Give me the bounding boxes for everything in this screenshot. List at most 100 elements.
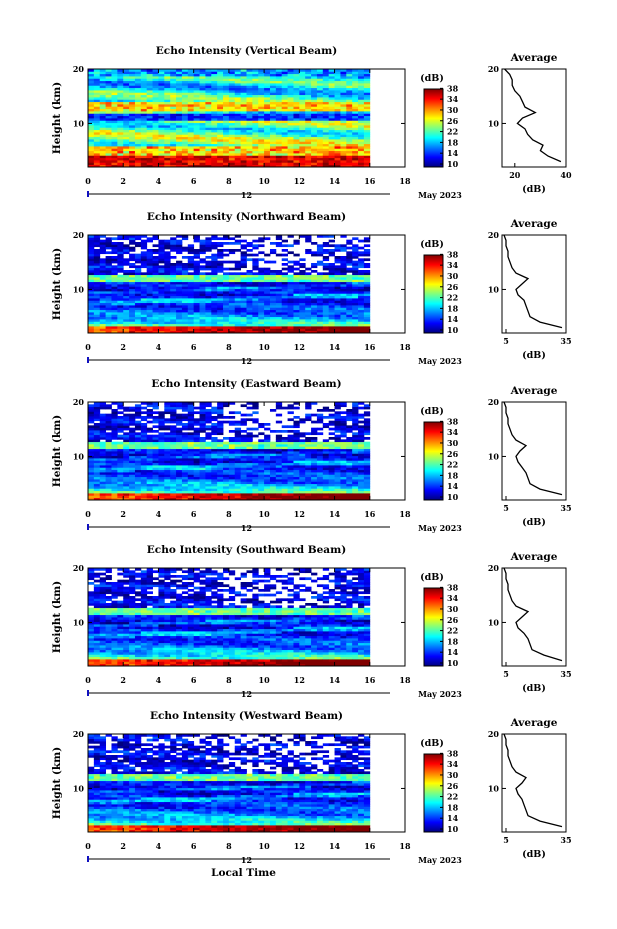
x-tick-label: 6 bbox=[191, 342, 197, 352]
profile-x-label: (dB) bbox=[522, 184, 546, 195]
x-tick-label: 18 bbox=[399, 675, 411, 685]
colorbar-tick-label: 38 bbox=[447, 83, 459, 93]
panel-4: Echo Intensity (Southward Beam) 0 2 4 6 8 10 12… bbox=[51, 544, 572, 699]
x-tick-label: 14 bbox=[329, 342, 341, 352]
colorbar-tick-label: 14 bbox=[447, 481, 459, 491]
colorbar bbox=[423, 254, 444, 334]
x-tick-label: 12 bbox=[294, 675, 305, 685]
x-tick-label: 14 bbox=[329, 176, 341, 186]
profile-x-tick-label: 5 bbox=[503, 835, 509, 845]
colorbar-unit: (dB) bbox=[420, 73, 444, 84]
colorbar-tick-label: 14 bbox=[447, 148, 459, 158]
x-tick-label: 8 bbox=[226, 342, 232, 352]
x-tick-label: 6 bbox=[191, 675, 197, 685]
x-tick-label: 16 bbox=[364, 675, 376, 685]
profile-x-tick-label: 35 bbox=[560, 503, 571, 513]
profile-line bbox=[504, 68, 562, 163]
date-label: May 2023 bbox=[418, 190, 462, 200]
x-tick-label: 16 bbox=[364, 342, 376, 352]
date-label: May 2023 bbox=[418, 523, 462, 533]
x-tick-label: 2 bbox=[120, 509, 126, 519]
profile-title: Average bbox=[510, 52, 558, 64]
panel-title: Echo Intensity (Northward Beam) bbox=[147, 211, 346, 223]
x-tick-label: 14 bbox=[329, 841, 341, 851]
profile-frame bbox=[501, 234, 567, 334]
colorbar-tick-label: 34 bbox=[447, 260, 459, 270]
date-marker-label: 12 bbox=[241, 523, 252, 533]
colorbar bbox=[423, 753, 444, 833]
colorbar-tick-label: 22 bbox=[447, 626, 458, 636]
colorbar-tick-label: 14 bbox=[447, 813, 459, 823]
x-tick-label: 8 bbox=[226, 675, 232, 685]
y-tick-label: 10 bbox=[73, 451, 85, 461]
x-tick-label: 12 bbox=[294, 176, 305, 186]
profile-line bbox=[503, 401, 563, 496]
plot-frame bbox=[87, 68, 406, 168]
profile-x-label: (dB) bbox=[522, 683, 546, 694]
panel-2: Echo Intensity (Northward Beam) 0 2 4 6 8 10 12… bbox=[51, 211, 572, 366]
panel-5: Echo Intensity (Westward Beam) 0 2 4 6 8 10 12 1… bbox=[51, 710, 572, 879]
panel-title: Echo Intensity (Southward Beam) bbox=[147, 544, 346, 556]
profile-y-tick-label: 10 bbox=[488, 451, 500, 461]
profile-x-tick-label: 5 bbox=[503, 669, 509, 679]
x-tick-label: 0 bbox=[85, 509, 91, 519]
x-tick-label: 14 bbox=[329, 675, 341, 685]
colorbar-tick-label: 26 bbox=[447, 449, 459, 459]
x-tick-label: 6 bbox=[191, 509, 197, 519]
colorbar bbox=[423, 88, 444, 168]
profile-x-tick-label: 40 bbox=[560, 170, 572, 180]
heatmap bbox=[88, 69, 371, 168]
colorbar-tick-label: 30 bbox=[447, 271, 459, 281]
x-tick-label: 12 bbox=[294, 342, 305, 352]
colorbar-tick-label: 30 bbox=[447, 438, 459, 448]
y-axis-label: Height (km) bbox=[51, 248, 63, 320]
x-tick-label: 10 bbox=[259, 841, 271, 851]
profile-y-tick-label: 20 bbox=[488, 230, 500, 240]
colorbar-tick-label: 10 bbox=[447, 824, 459, 834]
colorbar-tick-label: 38 bbox=[447, 249, 459, 259]
x-tick-label: 18 bbox=[399, 841, 411, 851]
colorbar-unit: (dB) bbox=[420, 239, 444, 250]
x-tick-label: 16 bbox=[364, 509, 376, 519]
profile-y-tick-label: 10 bbox=[488, 118, 500, 128]
colorbar-tick-label: 18 bbox=[447, 137, 459, 147]
x-tick-label: 10 bbox=[259, 675, 271, 685]
profile-title: Average bbox=[510, 551, 558, 563]
profile-frame bbox=[501, 401, 567, 501]
colorbar-tick-label: 26 bbox=[447, 781, 459, 791]
date-label: May 2023 bbox=[418, 356, 462, 366]
panel-1: Echo Intensity (Vertical Beam) 0 2 4 6 8 10 12 1… bbox=[51, 45, 572, 200]
colorbar-tick-label: 10 bbox=[447, 159, 459, 169]
colorbar-tick-label: 22 bbox=[447, 792, 458, 802]
y-tick-label: 20 bbox=[73, 563, 85, 573]
panel-title: Echo Intensity (Eastward Beam) bbox=[151, 378, 341, 390]
profile-y-tick-label: 20 bbox=[488, 64, 500, 74]
x-tick-label: 16 bbox=[364, 176, 376, 186]
x-tick-label: 8 bbox=[226, 509, 232, 519]
x-tick-label: 18 bbox=[399, 342, 411, 352]
x-tick-label: 0 bbox=[85, 342, 91, 352]
x-tick-label: 4 bbox=[156, 841, 162, 851]
profile-frame bbox=[501, 68, 567, 168]
y-axis-label: Height (km) bbox=[51, 82, 63, 154]
x-tick-label: 16 bbox=[364, 841, 376, 851]
y-axis-label: Height (km) bbox=[51, 747, 63, 819]
colorbar-tick-label: 30 bbox=[447, 105, 459, 115]
plot-frame bbox=[87, 401, 406, 501]
colorbar-tick-label: 38 bbox=[447, 416, 459, 426]
x-tick-label: 14 bbox=[329, 509, 341, 519]
colorbar-tick-label: 30 bbox=[447, 604, 459, 614]
colorbar-tick-label: 30 bbox=[447, 770, 459, 780]
profile-title: Average bbox=[510, 385, 558, 397]
y-tick-label: 20 bbox=[73, 397, 85, 407]
date-marker-label: 12 bbox=[241, 190, 252, 200]
x-axis-label: Local Time bbox=[211, 867, 276, 879]
colorbar-tick-label: 22 bbox=[447, 293, 458, 303]
colorbar-tick-label: 34 bbox=[447, 427, 459, 437]
colorbar-tick-label: 18 bbox=[447, 636, 459, 646]
x-tick-label: 0 bbox=[85, 841, 91, 851]
profile-x-tick-label: 35 bbox=[560, 336, 571, 346]
colorbar-tick-label: 10 bbox=[447, 658, 459, 668]
profile-x-tick-label: 5 bbox=[503, 336, 509, 346]
profile-x-tick-label: 35 bbox=[560, 669, 571, 679]
